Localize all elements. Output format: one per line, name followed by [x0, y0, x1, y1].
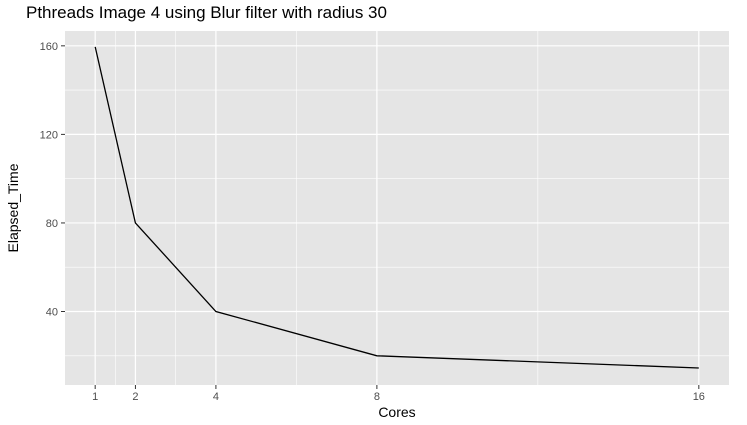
x-tick-label: 16 [693, 391, 705, 403]
major-y-gridlines [65, 45, 729, 313]
chart-title: Pthreads Image 4 using Blur filter with … [26, 3, 387, 22]
series-layer [94, 46, 699, 369]
y-tick-label: 80 [46, 218, 58, 230]
x-tick-label: 2 [132, 391, 138, 403]
y-tick-label: 40 [46, 306, 58, 318]
x-tick-label: 8 [374, 391, 380, 403]
y-tick-label: 160 [40, 41, 58, 53]
x-tick-label: 1 [92, 391, 98, 403]
y-axis: 40 80 120 160 [40, 41, 65, 318]
plot-panel [65, 31, 729, 385]
x-axis: 1 2 4 8 16 [92, 385, 705, 403]
y-tick-label: 120 [40, 129, 58, 141]
y-axis-label: Elapsed_Time [5, 163, 21, 252]
x-tick-label: 4 [213, 391, 219, 403]
minor-x-gridlines [115, 31, 539, 385]
x-axis-label: Cores [378, 404, 415, 420]
major-x-gridlines [94, 31, 700, 385]
